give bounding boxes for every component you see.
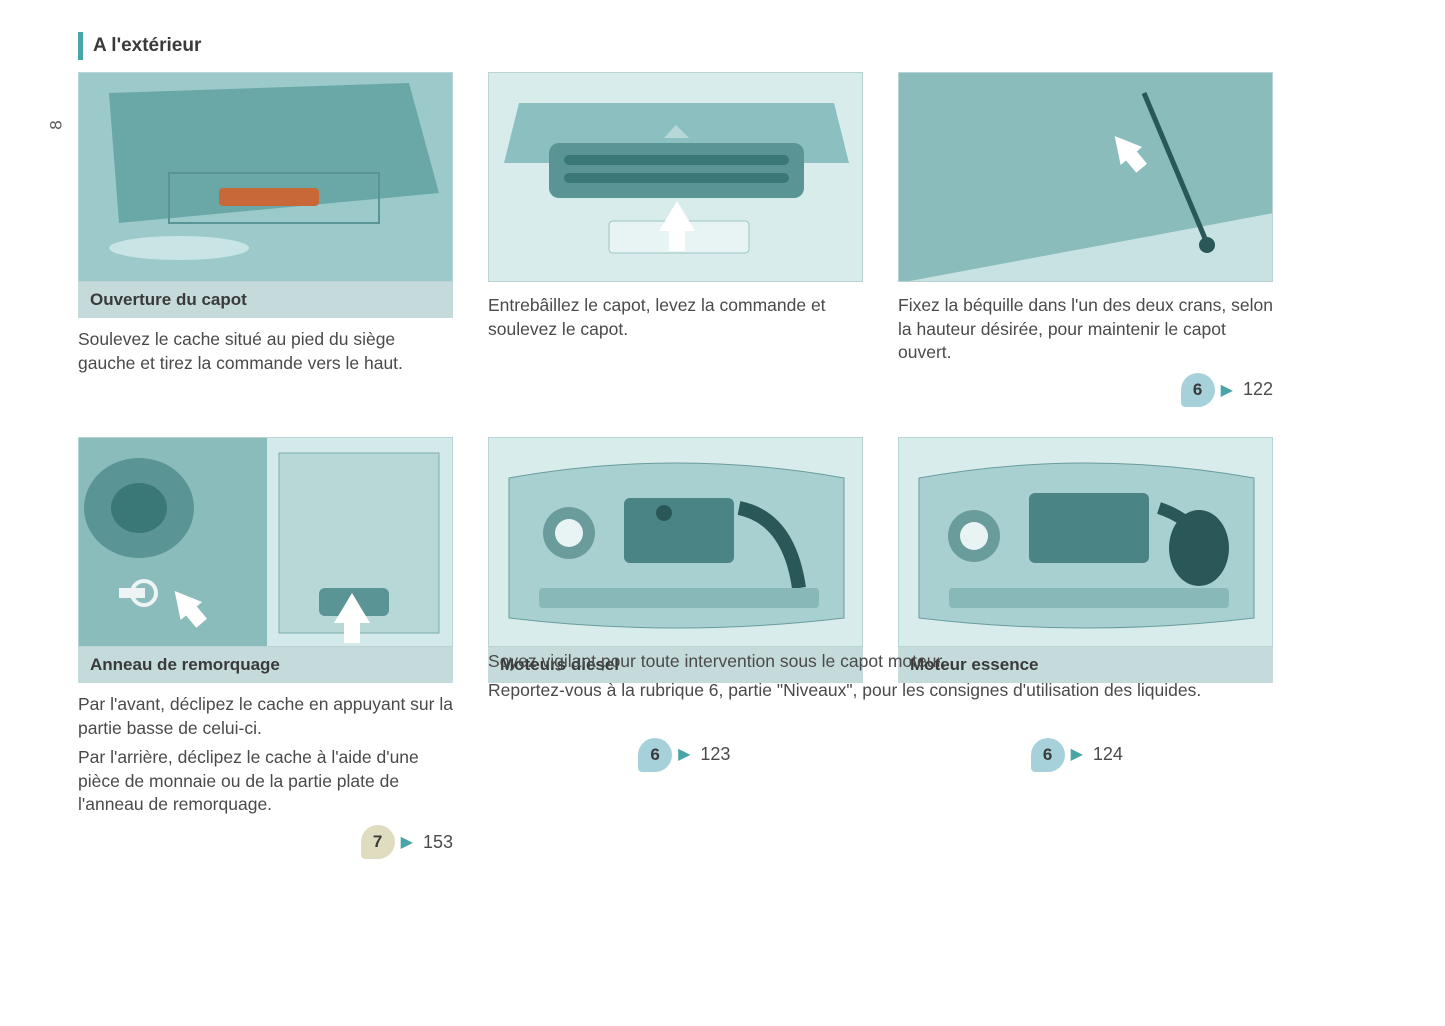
illustration-diesel-engine [488,437,863,647]
ref-page-number: 153 [423,832,453,853]
content-grid: Ouverture du capot Soulevez le cache sit… [78,72,1273,889]
shared-desc-line1: Soyez vigilant pour toute intervention s… [488,649,1273,674]
ref-arrow-icon: ▶ [1221,380,1233,400]
cell-bonnet-opening: Ouverture du capot Soulevez le cache sit… [78,72,453,407]
section-header: A l'extérieur [78,32,201,60]
desc-bonnet-opening: Soulevez le cache situé au pied du siège… [78,328,453,375]
dual-reference-row: 6 ▶ 123 6 ▶ 124 [488,730,1273,772]
arrow-up-icon [334,593,370,623]
shared-engine-description: Soyez vigilant pour toute intervention s… [488,649,1273,889]
ref-page-number: 124 [1093,742,1123,767]
desc-bonnet-lift: Entrebâillez le capot, levez la commande… [488,294,863,341]
section-title: A l'extérieur [93,35,201,57]
illustration-bonnet-stay [898,72,1273,282]
page-number: 8 [47,120,67,129]
page-reference-122[interactable]: 6 ▶ 122 [898,373,1273,407]
shared-desc-line2: Reportez-vous à la rubrique 6, partie "N… [488,678,1273,703]
ref-page-number: 123 [700,742,730,767]
towing-eye-svg [79,438,453,647]
caption-towing-eye: Anneau de remorquage [78,647,453,683]
page-reference-124[interactable]: 6 ▶ 124 [881,738,1274,772]
caption-bonnet-opening: Ouverture du capot [78,282,453,318]
illustration-bonnet-lever [78,72,453,282]
bonnet-stay-svg [899,73,1273,282]
page-reference-123[interactable]: 6 ▶ 123 [488,738,881,772]
ref-arrow-icon: ▶ [1071,744,1083,766]
cell-bonnet-lift: Entrebâillez le capot, levez la commande… [488,72,863,407]
illustration-front-grille [488,72,863,282]
title-accent-bar [78,32,83,60]
desc-bonnet-stay: Fixez la béquille dans l'un des deux cra… [898,294,1273,365]
ref-page-number: 122 [1243,379,1273,400]
ref-arrow-icon: ▶ [678,744,690,766]
ref-section-bubble: 7 [361,825,395,859]
arrow-up-icon [659,201,695,231]
desc-towing-rear: Par l'arrière, déclipez le cache à l'aid… [78,746,453,817]
desc-towing-front: Par l'avant, déclipez le cache en appuya… [78,693,453,740]
ref-arrow-icon: ▶ [401,832,413,852]
page-reference-153[interactable]: 7 ▶ 153 [78,825,453,859]
illustration-petrol-engine [898,437,1273,647]
bonnet-lever-svg [79,73,453,282]
ref-section-bubble: 6 [638,738,672,772]
cell-towing-eye: Anneau de remorquage Par l'avant, déclip… [78,437,453,859]
diesel-engine-svg [489,438,863,647]
cell-bonnet-stay: Fixez la béquille dans l'un des deux cra… [898,72,1273,407]
ref-section-bubble: 6 [1181,373,1215,407]
ref-section-bubble: 6 [1031,738,1065,772]
illustration-towing-eye [78,437,453,647]
petrol-engine-svg [899,438,1273,647]
